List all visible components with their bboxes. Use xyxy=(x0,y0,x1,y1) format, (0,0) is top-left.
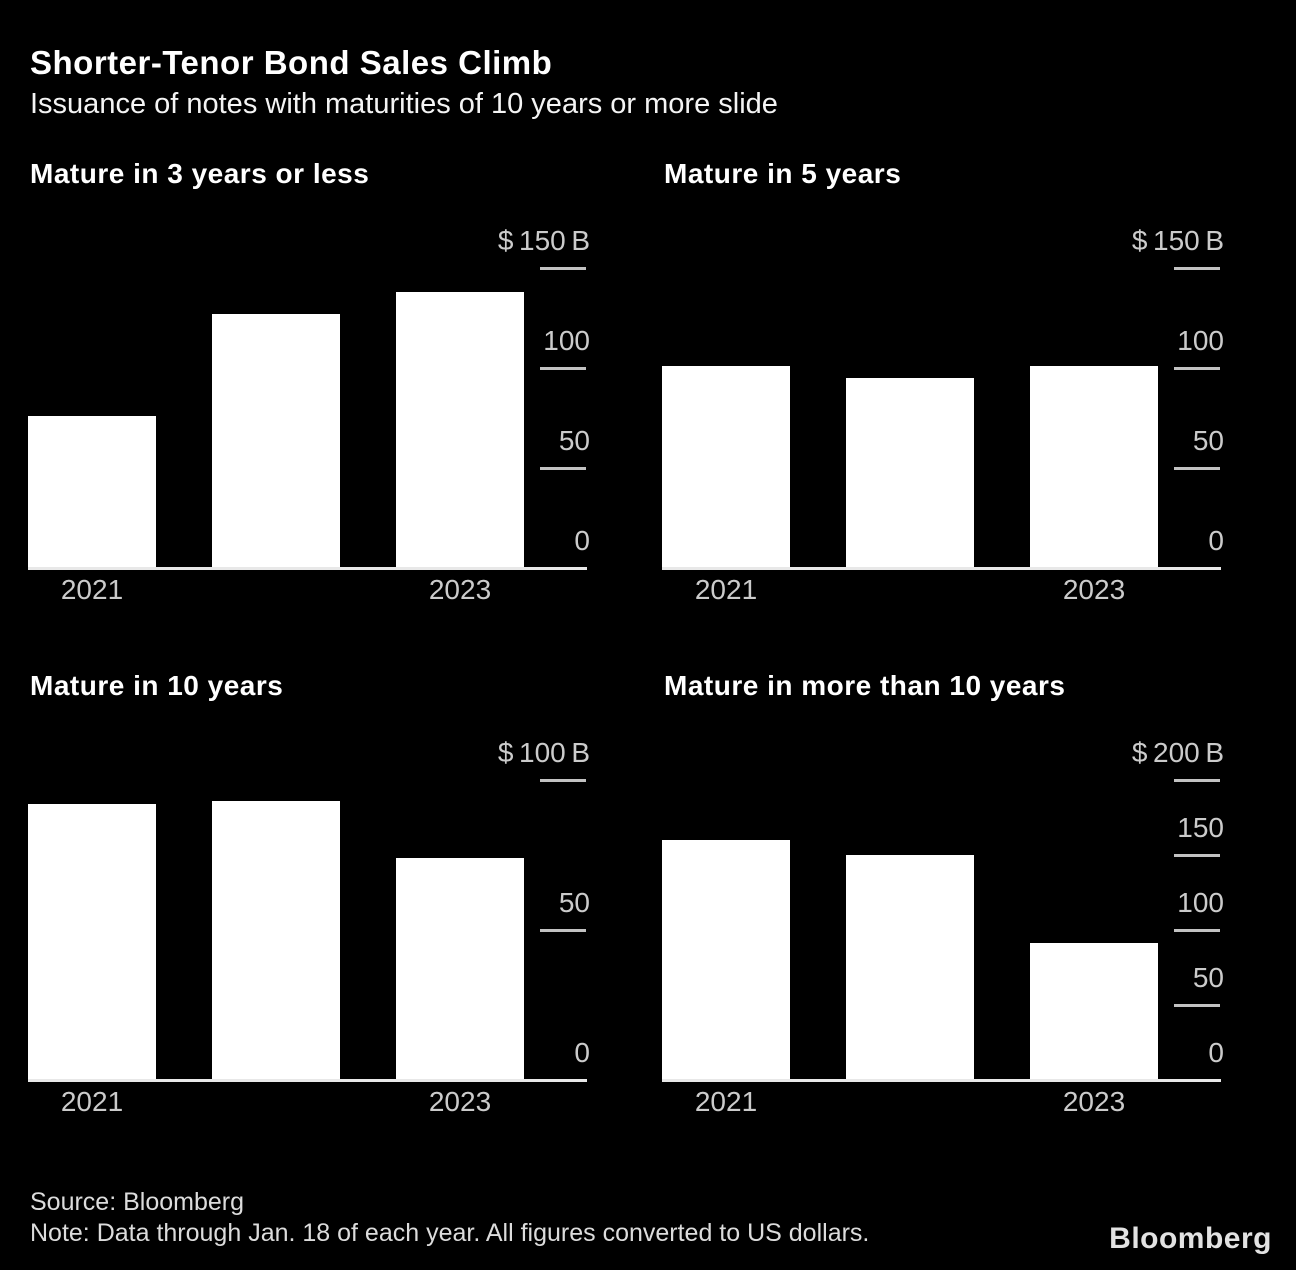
x-tick-label: 2021 xyxy=(694,574,758,605)
y-tick-label: $ 100 B xyxy=(497,737,590,768)
x-tick-label: 2023 xyxy=(1062,1086,1126,1117)
bar-plot: 2021 2023 $ 200 B 150 100 50 0 xyxy=(662,737,1254,1117)
y-tick-label: 100 xyxy=(1177,887,1224,918)
x-tick-label: 2023 xyxy=(428,574,492,605)
bars-area: 2021 2023 xyxy=(28,780,524,1117)
bar-2022 xyxy=(846,378,974,568)
y-tick-line xyxy=(1174,779,1220,782)
chart-panel-3-years-or-less: Mature in 3 years or less 2021 2023 $ 150… xyxy=(28,158,620,628)
y-tick-line xyxy=(1174,267,1220,270)
bar-2021 xyxy=(662,840,790,1080)
x-tick-label: 2021 xyxy=(60,1086,124,1117)
panel-title: Mature in 3 years or less xyxy=(30,158,370,189)
bar-2022 xyxy=(846,855,974,1080)
y-tick-line xyxy=(540,467,586,470)
bar-2023 xyxy=(396,858,524,1080)
panel-title: Mature in 10 years xyxy=(30,670,284,701)
bar-2022 xyxy=(212,801,340,1080)
chart-panel-10-years: Mature in 10 years 2021 2023 $ 100 B 50 0 xyxy=(28,670,620,1140)
y-tick-label: 150 xyxy=(1177,812,1224,843)
y-tick-label: 100 xyxy=(1177,325,1224,356)
note-text: Note: Data through Jan. 18 of each year.… xyxy=(30,1219,870,1247)
y-tick-label: 0 xyxy=(574,525,590,556)
y-tick-label: 50 xyxy=(1192,425,1224,456)
y-tick-line xyxy=(540,267,586,270)
x-tick-label: 2021 xyxy=(694,1086,758,1117)
bar-2022 xyxy=(212,314,340,568)
page-title: Shorter-Tenor Bond Sales Climb xyxy=(30,44,553,81)
bar-2023 xyxy=(1030,943,1158,1080)
bloomberg-logo: Bloomberg xyxy=(1109,1222,1272,1255)
y-tick-line xyxy=(540,929,586,932)
x-tick-label: 2023 xyxy=(428,1086,492,1117)
panel-title: Mature in 5 years xyxy=(664,158,902,189)
bars-area: 2021 2023 xyxy=(662,268,1158,605)
x-axis-line xyxy=(662,1079,1221,1082)
y-tick-line xyxy=(1174,854,1220,857)
x-axis-line xyxy=(28,1079,587,1082)
y-tick-label: 50 xyxy=(1192,962,1224,993)
y-tick-label: 50 xyxy=(558,425,590,456)
y-axis: $ 150 B 100 50 0 xyxy=(498,225,620,568)
y-tick-line xyxy=(1174,467,1220,470)
bars-area: 2021 2023 xyxy=(662,780,1158,1117)
y-tick-label: 0 xyxy=(1208,525,1224,556)
source-text: Source: Bloomberg xyxy=(30,1188,245,1216)
panel-title: Mature in more than 10 years xyxy=(664,670,1066,701)
x-tick-label: 2021 xyxy=(60,574,124,605)
chart-panel-more-than-10-years: Mature in more than 10 years 2021 2023 $ … xyxy=(662,670,1254,1140)
bar-plot: 2021 2023 $ 150 B 100 50 0 xyxy=(28,225,620,605)
y-axis: $ 150 B 100 50 0 xyxy=(1132,225,1254,568)
bar-2021 xyxy=(662,366,790,568)
x-axis-line xyxy=(662,567,1221,570)
page-subtitle: Issuance of notes with maturities of 10 … xyxy=(30,88,778,120)
bar-2021 xyxy=(28,804,156,1080)
chart-panel-5-years: Mature in 5 years 2021 2023 $ 150 B 100 50 0 xyxy=(662,158,1254,628)
y-tick-line xyxy=(1174,367,1220,370)
y-tick-label: 100 xyxy=(543,325,590,356)
y-tick-label: 0 xyxy=(1208,1037,1224,1068)
y-tick-line xyxy=(1174,929,1220,932)
bars-area: 2021 2023 xyxy=(28,268,524,605)
y-tick-label: 50 xyxy=(558,887,590,918)
y-tick-label: 0 xyxy=(574,1037,590,1068)
bar-2021 xyxy=(28,416,156,568)
y-tick-line xyxy=(540,779,586,782)
y-tick-line xyxy=(540,367,586,370)
bar-plot: 2021 2023 $ 100 B 50 0 xyxy=(28,737,620,1117)
y-tick-label: $ 150 B xyxy=(497,225,590,256)
y-axis: $ 100 B 50 0 xyxy=(498,737,620,1080)
bar-plot: 2021 2023 $ 150 B 100 50 0 xyxy=(662,225,1254,605)
y-tick-line xyxy=(1174,1004,1220,1007)
x-tick-label: 2023 xyxy=(1062,574,1126,605)
y-axis: $ 200 B 150 100 50 0 xyxy=(1132,737,1254,1080)
y-tick-label: $ 150 B xyxy=(1131,225,1224,256)
x-axis-line xyxy=(28,567,587,570)
bar-2023 xyxy=(1030,366,1158,568)
bar-2023 xyxy=(396,292,524,568)
y-tick-label: $ 200 B xyxy=(1131,737,1224,768)
